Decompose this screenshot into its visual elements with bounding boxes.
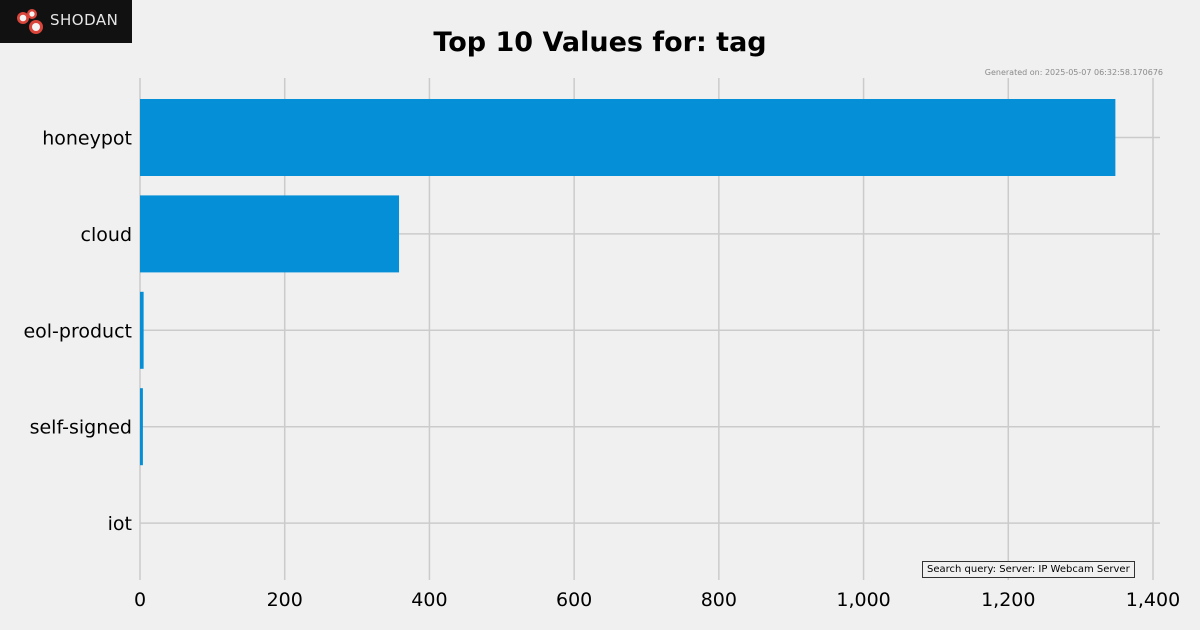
- category-label: honeypot: [42, 128, 132, 150]
- category-label: cloud: [81, 224, 132, 246]
- x-tick-labels: 0 200 400 600 800 1,000 1,200 1,400: [134, 589, 1180, 611]
- category-label: self-signed: [30, 417, 132, 439]
- x-tick-label: 400: [411, 589, 447, 611]
- shodan-logo-icon: [17, 9, 43, 34]
- generated-timestamp: Generated on: 2025-05-07 06:32:58.170676: [984, 68, 1163, 77]
- x-tick-label: 200: [267, 589, 303, 611]
- bar-cloud: [140, 195, 400, 273]
- chart-title: Top 10 Values for: tag: [433, 27, 767, 58]
- logo-text: SHODAN: [50, 11, 119, 29]
- x-tick-label: 0: [134, 589, 146, 611]
- bar-eol-product: [140, 291, 144, 369]
- shodan-logo: SHODAN: [0, 0, 132, 43]
- x-tick-label: 1,000: [836, 589, 890, 611]
- search-query-box: Search query: Server: IP Webcam Server: [922, 561, 1135, 578]
- bar-honeypot: [140, 99, 1116, 176]
- category-label: eol-product: [23, 320, 132, 342]
- category-labels: honeypot cloud eol-product self-signed iot: [23, 128, 132, 536]
- x-tick-label: 800: [701, 589, 737, 611]
- x-tick-label: 600: [556, 589, 592, 611]
- category-label: iot: [108, 513, 132, 535]
- bars: [140, 99, 1116, 466]
- bar-self-signed: [140, 388, 143, 466]
- x-tick-label: 1,400: [1126, 589, 1180, 611]
- x-tick-label: 1,200: [981, 589, 1035, 611]
